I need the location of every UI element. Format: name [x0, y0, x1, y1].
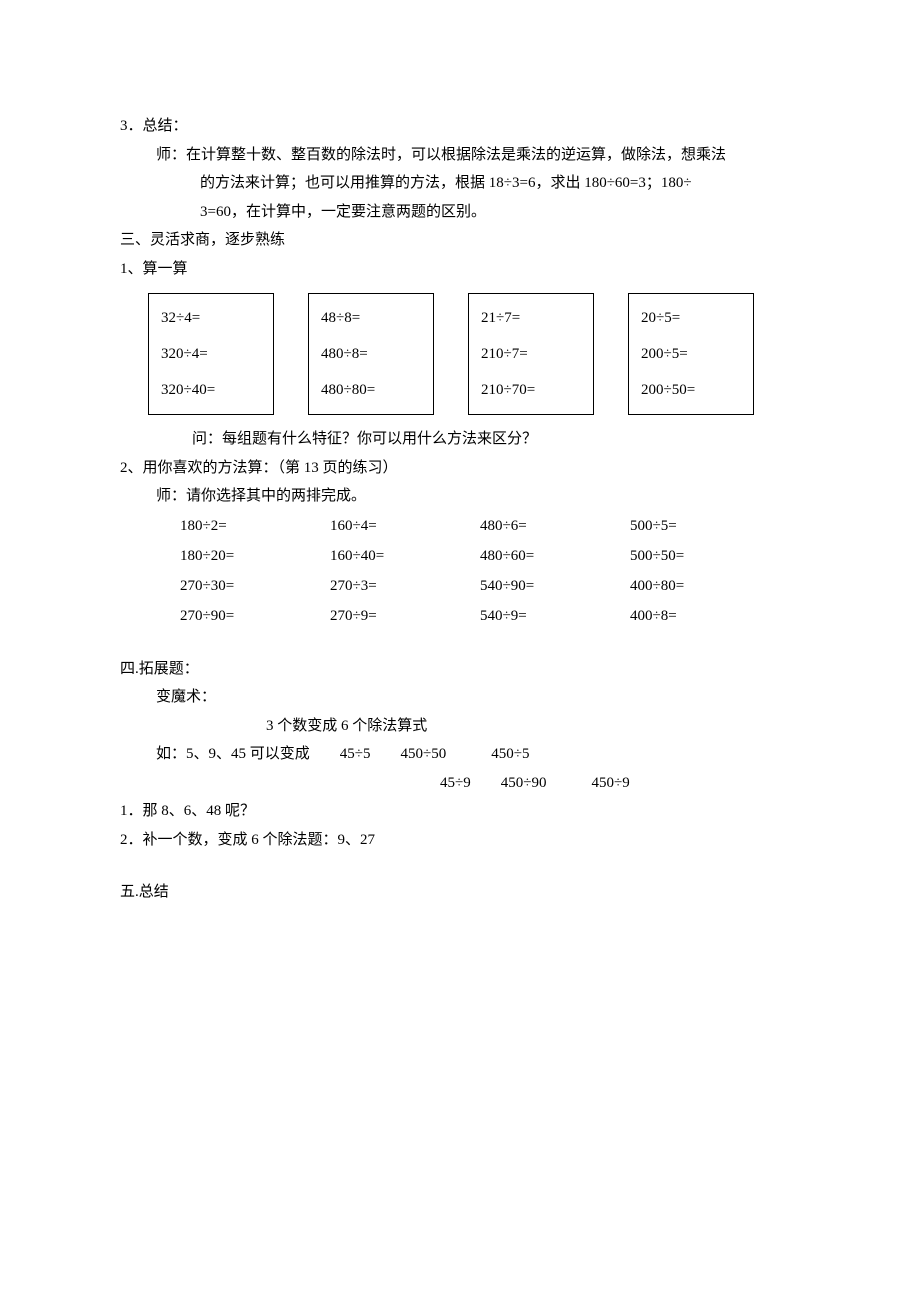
calc-box-3: 21÷7= 210÷7= 210÷70=	[468, 293, 594, 415]
grid-cell: 400÷80=	[630, 571, 780, 601]
calc-cell: 210÷7=	[481, 336, 581, 372]
grid-cell: 480÷6=	[480, 511, 630, 541]
grid-cell: 270÷9=	[330, 601, 480, 631]
grid-cell: 270÷3=	[330, 571, 480, 601]
section-three-header: 三、灵活求商，逐步熟练	[120, 226, 800, 255]
calc-cell: 32÷4=	[161, 300, 261, 336]
grid-cell: 270÷90=	[180, 601, 330, 631]
calc-cell: 480÷8=	[321, 336, 421, 372]
calc-cell: 480÷80=	[321, 372, 421, 408]
section-four-q1: 1．那 8、6、48 呢？	[120, 797, 800, 826]
calc-box-1: 32÷4= 320÷4= 320÷40=	[148, 293, 274, 415]
calc-cell: 20÷5=	[641, 300, 741, 336]
calc-box-2: 48÷8= 480÷8= 480÷80=	[308, 293, 434, 415]
q1-header: 1、算一算	[120, 255, 800, 284]
calc-cell: 48÷8=	[321, 300, 421, 336]
grid-cell: 540÷90=	[480, 571, 630, 601]
section-3-line2: 的方法来计算；也可以用推算的方法，根据 18÷3=6，求出 180÷60=3；1…	[120, 169, 800, 198]
section-four-rule: 3 个数变成 6 个除法算式	[120, 712, 800, 741]
grid-cell: 180÷2=	[180, 511, 330, 541]
grid-cell: 500÷5=	[630, 511, 780, 541]
calc-box-row: 32÷4= 320÷4= 320÷40= 48÷8= 480÷8= 480÷80…	[148, 293, 800, 415]
calc-cell: 320÷4=	[161, 336, 261, 372]
grid-cell: 500÷50=	[630, 541, 780, 571]
practice-grid: 180÷2= 160÷4= 480÷6= 500÷5= 180÷20= 160÷…	[180, 511, 800, 631]
calc-cell: 21÷7=	[481, 300, 581, 336]
section-four-example2: 45÷9 450÷90 450÷9	[120, 769, 800, 798]
calc-cell: 200÷5=	[641, 336, 741, 372]
section-four-example1: 如：5、9、45 可以变成 45÷5 450÷50 450÷5	[120, 740, 800, 769]
calc-cell: 200÷50=	[641, 372, 741, 408]
section-3-line3: 3=60，在计算中，一定要注意两题的区别。	[120, 198, 800, 227]
grid-cell: 160÷40=	[330, 541, 480, 571]
calc-cell: 320÷40=	[161, 372, 261, 408]
section-3-line1: 师：在计算整十数、整百数的除法时，可以根据除法是乘法的逆运算，做除法，想乘法	[120, 141, 800, 170]
grid-cell: 400÷8=	[630, 601, 780, 631]
section-five-header: 五.总结	[120, 878, 800, 907]
calc-cell: 210÷70=	[481, 372, 581, 408]
q1-question: 问：每组题有什么特征？你可以用什么方法来区分？	[120, 425, 800, 454]
section-four-header: 四.拓展题：	[120, 655, 800, 684]
grid-cell: 180÷20=	[180, 541, 330, 571]
section-four-q2: 2．补一个数，变成 6 个除法题：9、27	[120, 826, 800, 855]
grid-cell: 480÷60=	[480, 541, 630, 571]
section-3-header: 3．总结：	[120, 112, 800, 141]
calc-box-4: 20÷5= 200÷5= 200÷50=	[628, 293, 754, 415]
grid-cell: 270÷30=	[180, 571, 330, 601]
q2-sub: 师：请你选择其中的两排完成。	[120, 482, 800, 511]
grid-cell: 540÷9=	[480, 601, 630, 631]
q2-header: 2、用你喜欢的方法算：（第 13 页的练习）	[120, 454, 800, 483]
section-four-sub: 变魔术：	[120, 683, 800, 712]
grid-cell: 160÷4=	[330, 511, 480, 541]
